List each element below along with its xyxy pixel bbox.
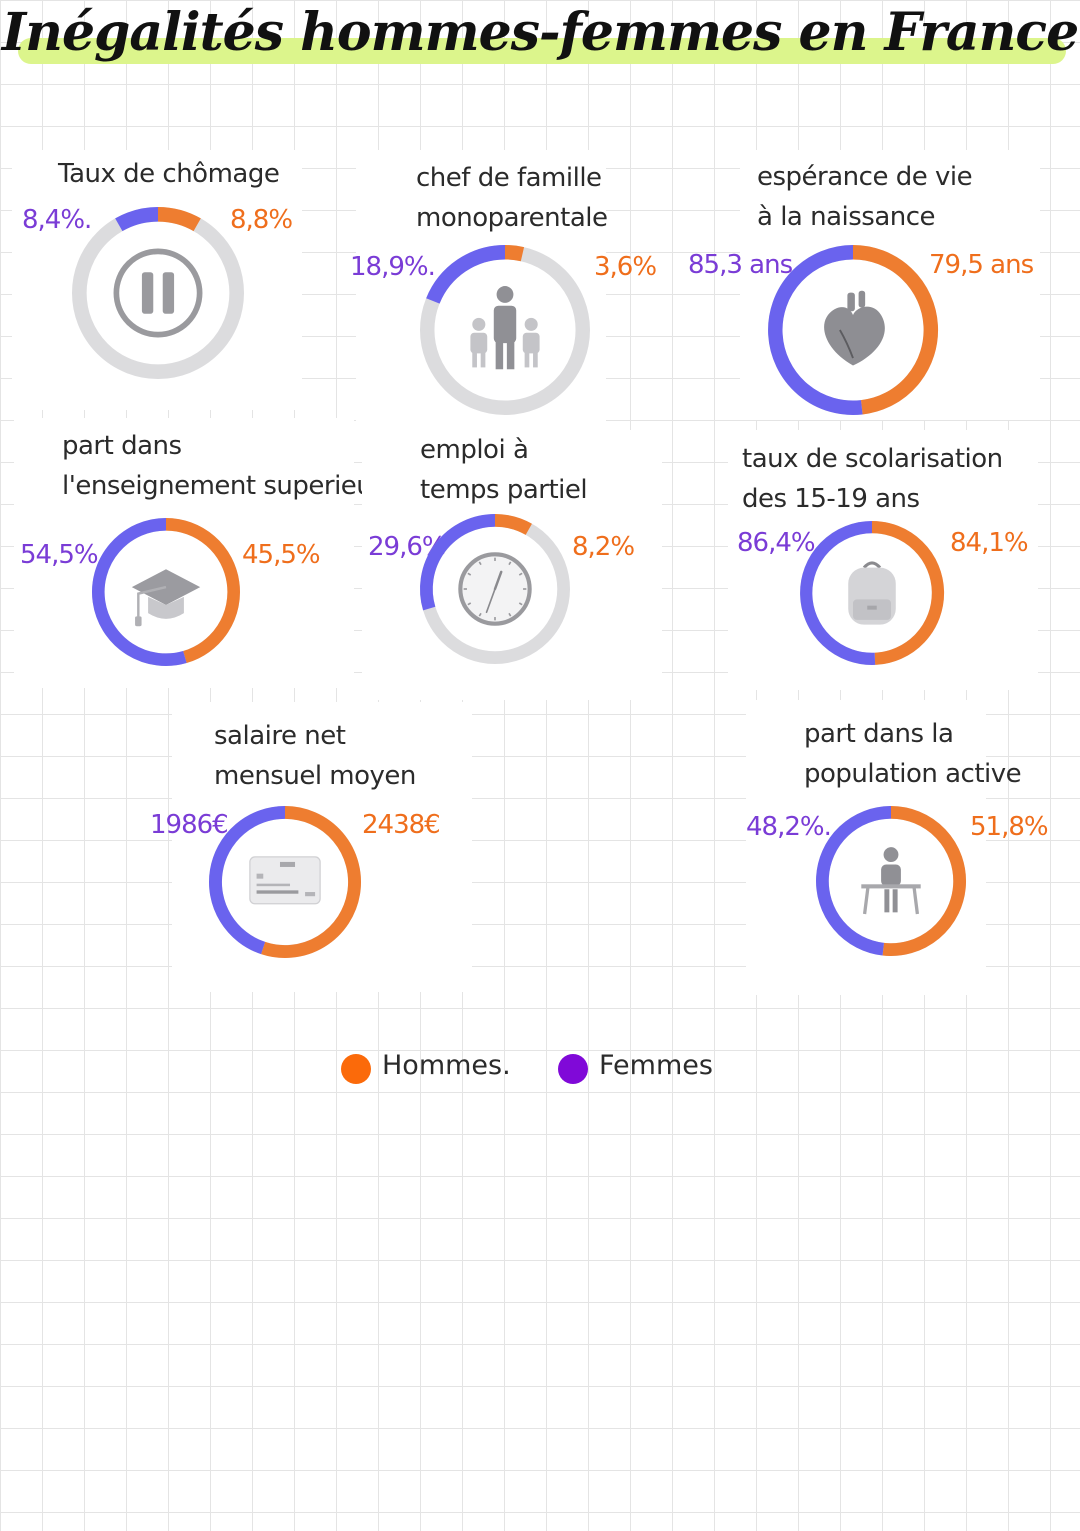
chart-title-population-active: part dans la population active [804, 719, 1022, 789]
chart-title-temps-partiel: emploi à temps partiel [420, 435, 588, 505]
chart-title-chomage: Taux de chômage [58, 159, 280, 189]
arc-femmes [800, 521, 876, 665]
arc-femmes [426, 244, 506, 304]
arc-femmes [420, 514, 496, 611]
arc-hommes [494, 514, 532, 535]
hommes-value-population-active: 51,8% [970, 812, 1049, 842]
arc-femmes [209, 806, 286, 955]
femmes-value-salaire: 1986€. [150, 810, 236, 840]
title-highlight [18, 38, 1066, 64]
arc-hommes [261, 806, 361, 958]
chart-title-monoparentale: chef de famille monoparentale [416, 163, 608, 233]
hommes-value-chomage: 8,8% [230, 205, 293, 235]
femmes-value-population-active: 48,2%. [746, 812, 832, 842]
arc-femmes [92, 518, 187, 666]
ring-track [71, 206, 245, 380]
clock-icon [458, 552, 532, 626]
legend-hommes-label: Hommes. [382, 1050, 511, 1081]
donut-chart-salaire [208, 805, 362, 959]
arc-hommes [871, 521, 945, 665]
arc-hommes [852, 244, 939, 415]
arc-hommes [165, 518, 240, 664]
arc-hommes [882, 806, 967, 956]
arc-hommes [157, 207, 201, 232]
arc-hommes [504, 244, 525, 262]
femmes-value-enseignement: 54,5% [20, 540, 99, 570]
donut-chart-population-active [816, 806, 967, 956]
worker-desk-icon [861, 847, 921, 915]
heart-icon [824, 290, 885, 366]
donut-chart-scolarisation [800, 521, 945, 665]
femmes-value-esperance: 85,3 ans [688, 250, 793, 280]
graduation-cap-icon [131, 569, 201, 627]
chart-title-scolarisation: taux de scolarisation des 15-19 ans [742, 444, 1003, 514]
backpack-icon [848, 561, 896, 625]
hommes-value-enseignement: 45,5% [242, 540, 321, 570]
bank-card-icon [249, 856, 321, 905]
family-icon [470, 286, 540, 370]
donut-chart-monoparentale [419, 244, 591, 416]
arc-femmes [816, 806, 892, 956]
femmes-value-monoparentale: 18,9%. [350, 252, 436, 282]
pause-icon [113, 248, 203, 338]
chart-title-salaire: salaire net mensuel moyen [214, 721, 416, 791]
femmes-value-scolarisation: 86,4% [737, 528, 816, 558]
donut-chart-temps-partiel [420, 514, 570, 664]
hommes-value-temps-partiel: 8,2% [572, 532, 635, 562]
legend-femmes-label: Femmes [599, 1050, 713, 1081]
hommes-value-monoparentale: 3,6% [594, 252, 657, 282]
chart-card-scolarisation [728, 430, 1038, 690]
legend-femmes-dot [558, 1054, 588, 1084]
hommes-value-esperance: 79,5 ans [929, 250, 1034, 280]
chart-title-enseignement: part dans l'enseignement superieur [62, 431, 383, 501]
arc-femmes [768, 244, 863, 415]
arc-femmes [115, 207, 159, 232]
femmes-value-chomage: 8,4%. [22, 205, 92, 235]
hommes-value-scolarisation: 84,1% [950, 528, 1029, 558]
donut-chart-chomage [71, 206, 245, 380]
donut-chart-enseignement [92, 518, 240, 666]
chart-card-enseignement [14, 418, 354, 688]
page-title: Inégalités hommes-femmes en France [1, 2, 1079, 63]
legend-hommes-dot [341, 1054, 371, 1084]
donut-chart-esperance [767, 244, 939, 416]
hommes-value-salaire: 2438€ [362, 810, 441, 840]
chart-title-esperance: espérance de vie à la naissance [757, 162, 973, 232]
